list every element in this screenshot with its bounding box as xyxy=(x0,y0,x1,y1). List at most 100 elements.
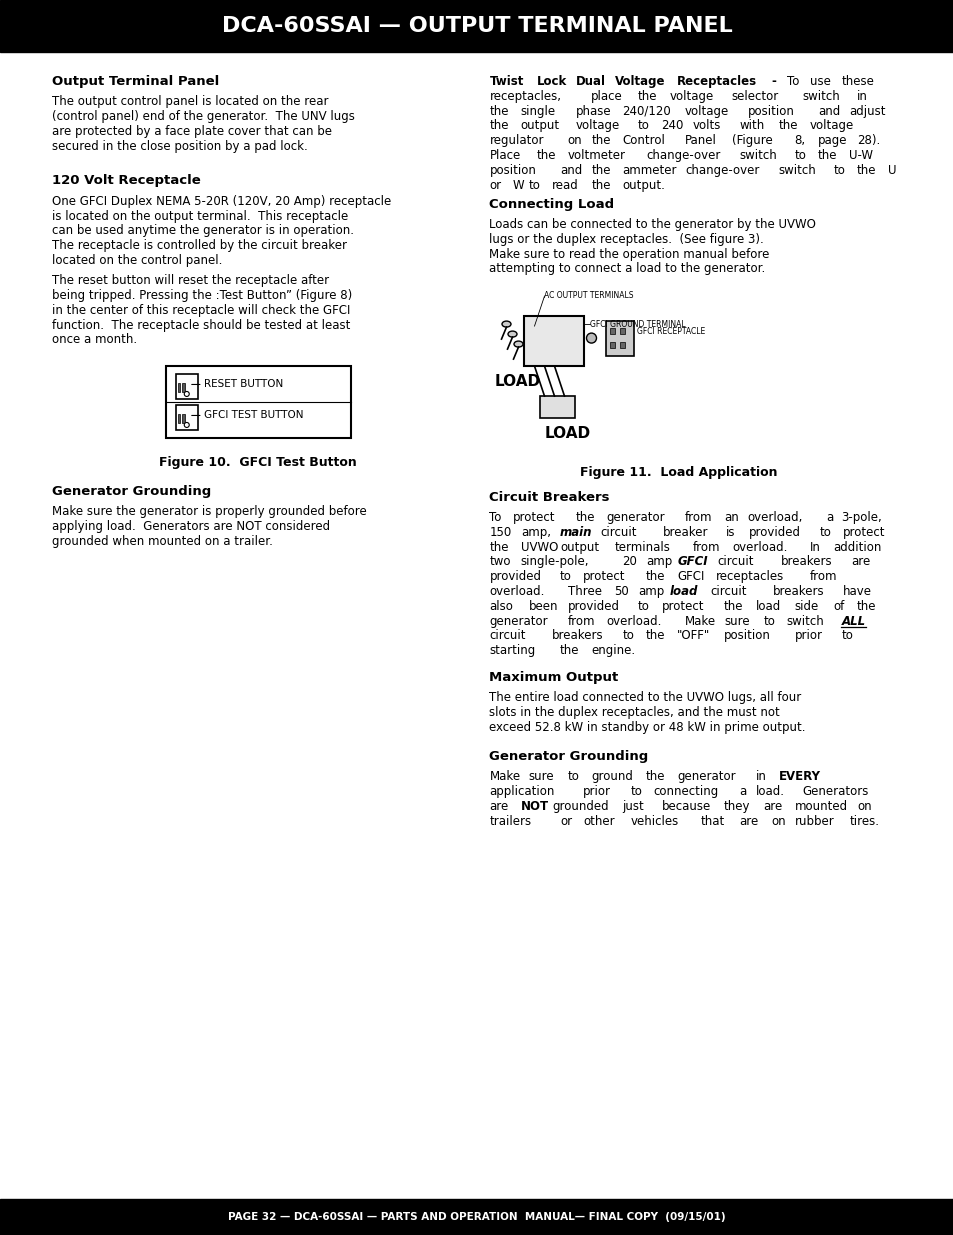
Text: NOT: NOT xyxy=(520,800,548,813)
Text: receptacles,: receptacles, xyxy=(489,90,561,103)
Text: Generator Grounding: Generator Grounding xyxy=(489,750,648,763)
Text: because: because xyxy=(660,800,710,813)
Text: position: position xyxy=(489,164,536,177)
Text: 28).: 28). xyxy=(856,135,880,147)
Text: the: the xyxy=(489,120,509,132)
Circle shape xyxy=(586,333,596,343)
Text: with: with xyxy=(739,120,764,132)
Text: from: from xyxy=(567,615,595,627)
Text: switch: switch xyxy=(801,90,840,103)
Text: overload,: overload, xyxy=(747,511,802,524)
Text: circuit: circuit xyxy=(489,630,525,642)
Ellipse shape xyxy=(501,321,511,327)
Text: voltage: voltage xyxy=(669,90,713,103)
Text: protect: protect xyxy=(842,526,884,538)
Text: to: to xyxy=(559,571,571,583)
Text: Generator Grounding: Generator Grounding xyxy=(52,485,211,498)
Ellipse shape xyxy=(514,341,522,347)
Text: a: a xyxy=(739,785,746,798)
Text: circuit: circuit xyxy=(717,556,754,568)
Text: W: W xyxy=(513,179,524,191)
Text: to: to xyxy=(841,630,852,642)
Text: is: is xyxy=(725,526,735,538)
Text: attempting to connect a load to the generator.: attempting to connect a load to the gene… xyxy=(489,263,765,275)
Text: can be used anytime the generator is in operation.: can be used anytime the generator is in … xyxy=(52,225,354,237)
Text: are: are xyxy=(489,800,508,813)
Text: lugs or the duplex receptacles.  (See figure 3).: lugs or the duplex receptacles. (See fig… xyxy=(489,233,763,246)
Text: overload.: overload. xyxy=(606,615,661,627)
Text: selector: selector xyxy=(731,90,779,103)
Text: the: the xyxy=(817,149,837,162)
Text: application: application xyxy=(489,785,555,798)
Text: Control: Control xyxy=(621,135,664,147)
Text: Connecting Load: Connecting Load xyxy=(489,198,614,211)
Text: Lock: Lock xyxy=(536,75,566,88)
Text: voltmeter: voltmeter xyxy=(567,149,625,162)
Text: use: use xyxy=(809,75,830,88)
Text: been: been xyxy=(528,600,558,613)
Text: just: just xyxy=(621,800,643,813)
Text: ammeter: ammeter xyxy=(621,164,677,177)
Text: Place: Place xyxy=(489,149,520,162)
Text: an: an xyxy=(723,511,738,524)
Text: Make sure to read the operation manual before: Make sure to read the operation manual b… xyxy=(489,248,769,261)
Text: to: to xyxy=(833,164,844,177)
Text: the: the xyxy=(559,645,578,657)
Bar xyxy=(177,383,180,393)
Text: Maximum Output: Maximum Output xyxy=(489,671,618,684)
Text: the: the xyxy=(591,164,610,177)
Circle shape xyxy=(184,422,189,427)
Bar xyxy=(524,316,584,366)
Text: slots in the duplex receptacles, and the must not: slots in the duplex receptacles, and the… xyxy=(489,706,780,719)
Text: exceed 52.8 kW in standby or 48 kW in prime output.: exceed 52.8 kW in standby or 48 kW in pr… xyxy=(489,721,805,734)
Text: Dual: Dual xyxy=(575,75,605,88)
Text: Circuit Breakers: Circuit Breakers xyxy=(489,490,609,504)
Bar xyxy=(606,321,634,356)
Text: regulator: regulator xyxy=(489,135,543,147)
Text: the: the xyxy=(489,105,509,117)
Text: position: position xyxy=(723,630,770,642)
Text: the: the xyxy=(856,164,876,177)
Text: circuit: circuit xyxy=(600,526,637,538)
Text: to: to xyxy=(621,630,634,642)
Bar xyxy=(182,383,185,393)
Text: they: they xyxy=(723,800,750,813)
Text: output: output xyxy=(520,120,559,132)
Text: secured in the close position by a pad lock.: secured in the close position by a pad l… xyxy=(52,140,308,153)
Text: phase: phase xyxy=(575,105,611,117)
Text: from: from xyxy=(809,571,837,583)
Text: GFCI GROUND TERMINAL: GFCI GROUND TERMINAL xyxy=(589,320,684,329)
Text: ground: ground xyxy=(591,771,633,783)
Ellipse shape xyxy=(507,331,517,337)
Text: the: the xyxy=(645,571,664,583)
Text: and: and xyxy=(559,164,581,177)
Bar xyxy=(166,367,351,438)
Text: provided: provided xyxy=(489,571,541,583)
Bar xyxy=(610,342,615,348)
Text: Figure 10.  GFCI Test Button: Figure 10. GFCI Test Button xyxy=(159,457,356,469)
Text: amp: amp xyxy=(638,585,663,598)
Text: Voltage: Voltage xyxy=(614,75,664,88)
Text: single-pole,: single-pole, xyxy=(520,556,589,568)
Bar xyxy=(175,374,197,399)
Text: Three: Three xyxy=(567,585,601,598)
Bar xyxy=(0,1199,953,1235)
Text: Output Terminal Panel: Output Terminal Panel xyxy=(52,75,219,88)
Text: load: load xyxy=(755,600,780,613)
Text: to: to xyxy=(630,785,641,798)
Text: to: to xyxy=(762,615,774,627)
Bar xyxy=(177,414,180,424)
Text: voltage: voltage xyxy=(575,120,619,132)
Text: page: page xyxy=(817,135,846,147)
Bar xyxy=(619,329,625,335)
Bar xyxy=(610,329,615,335)
Text: GFCI: GFCI xyxy=(677,556,707,568)
Text: adjust: adjust xyxy=(848,105,884,117)
Text: to: to xyxy=(528,179,540,191)
Text: to: to xyxy=(794,149,805,162)
Text: 150: 150 xyxy=(489,526,511,538)
Text: vehicles: vehicles xyxy=(630,815,678,827)
Text: provided: provided xyxy=(567,600,619,613)
Text: output: output xyxy=(559,541,598,553)
Text: output.: output. xyxy=(621,179,664,191)
